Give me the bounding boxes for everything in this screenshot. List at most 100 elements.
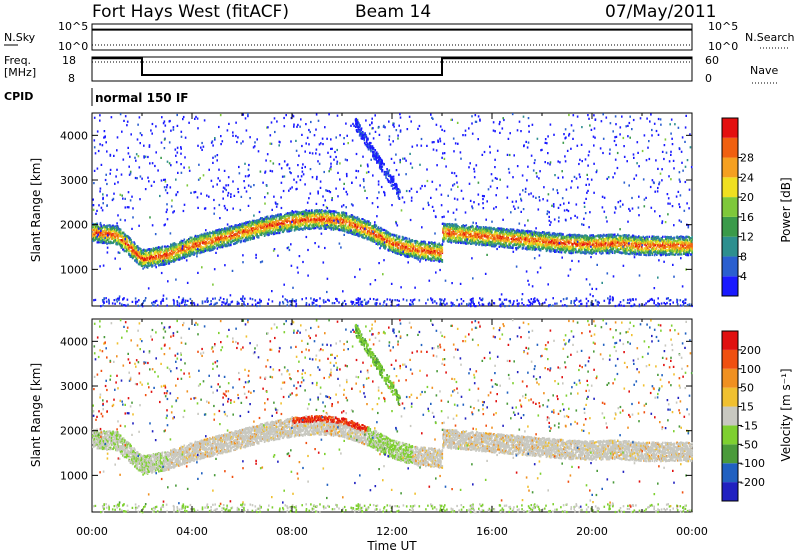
data-point: [397, 246, 399, 249]
data-point: [183, 247, 186, 250]
noise-tick-top-left: 10^5: [58, 20, 88, 33]
data-point: [353, 229, 355, 232]
data-point: [119, 243, 121, 246]
data-point: [216, 231, 219, 234]
data-point: [125, 236, 127, 239]
data-point: [252, 221, 255, 224]
data-point: [215, 240, 218, 243]
data-point: [224, 243, 226, 246]
data-point: [114, 225, 117, 228]
freq-label-2: [MHz]: [4, 66, 36, 79]
data-point: [112, 224, 114, 227]
data-point: [296, 210, 299, 214]
data-point: [201, 248, 204, 251]
data-point: [326, 214, 328, 217]
data-point: [109, 242, 111, 245]
data-point: [206, 231, 209, 235]
data-point: [131, 247, 134, 250]
data-point: [204, 235, 207, 239]
data-point: [248, 229, 251, 232]
data-point: [163, 254, 165, 257]
data-point: [441, 260, 444, 263]
freq-panel: Freq. [MHz] 18 8 60 0 Nave: [4, 54, 778, 85]
data-point: [137, 245, 139, 248]
data-point: [493, 237, 495, 240]
data-point: [286, 214, 288, 218]
data-point: [246, 225, 249, 228]
data-point: [199, 252, 201, 255]
data-point: [143, 266, 146, 269]
data-point: [119, 239, 121, 242]
data-point: [341, 221, 344, 224]
data-point: [173, 247, 176, 250]
data-point: [491, 227, 493, 230]
data-point: [188, 238, 191, 241]
data-point: [263, 222, 265, 225]
data-point: [218, 242, 220, 246]
data-point: [226, 233, 228, 236]
data-point: [386, 244, 388, 247]
data-point: [397, 252, 399, 255]
data-point: [100, 241, 102, 244]
data-point: [294, 225, 297, 228]
data-point: [225, 243, 228, 246]
data-point: [266, 220, 268, 223]
data-point: [187, 242, 189, 245]
data-point: [124, 246, 126, 249]
data-point: [203, 249, 205, 252]
data-point: [335, 211, 337, 214]
data-point: [361, 223, 363, 226]
data-point: [117, 232, 120, 235]
data-point: [240, 240, 243, 243]
data-point: [288, 217, 291, 220]
data-point: [238, 235, 240, 238]
data-point: [216, 230, 219, 233]
data-point: [243, 222, 246, 225]
data-point: [320, 227, 323, 230]
data-point: [187, 254, 189, 257]
data-point: [197, 246, 200, 249]
data-point: [105, 230, 108, 233]
data-point: [103, 231, 105, 234]
data-point: [95, 236, 97, 239]
data-point: [486, 243, 489, 246]
data-point: [234, 242, 237, 245]
data-point: [494, 234, 496, 237]
data-point: [172, 252, 174, 255]
data-point: [134, 242, 136, 245]
data-point: [200, 244, 202, 248]
data-point: [122, 240, 124, 243]
data-point: [249, 238, 252, 241]
data-point: [162, 252, 165, 256]
data-point: [449, 229, 451, 232]
data-point: [160, 254, 162, 258]
data-point: [263, 220, 266, 223]
data-point: [243, 235, 246, 238]
data-point: [242, 225, 245, 228]
data-point: [486, 239, 489, 242]
data-point: [113, 228, 116, 231]
data-point: [146, 249, 148, 253]
data-point: [257, 235, 260, 238]
data-point: [202, 233, 204, 236]
data-point: [450, 239, 453, 243]
data-point: [191, 247, 194, 250]
data-point: [193, 248, 195, 251]
data-point: [342, 211, 345, 214]
data-point: [235, 232, 237, 236]
data-point: [191, 240, 193, 243]
data-point: [265, 233, 267, 236]
data-point: [304, 214, 306, 217]
data-point: [395, 252, 397, 255]
data-point: [206, 237, 208, 240]
data-point: [131, 254, 133, 257]
data-point: [94, 223, 96, 226]
data-point: [447, 229, 450, 232]
data-point: [227, 227, 230, 230]
data-point: [313, 225, 315, 228]
data-point: [182, 253, 185, 256]
data-point: [224, 230, 227, 233]
data-point: [451, 236, 453, 239]
data-point: [103, 224, 105, 227]
data-point: [134, 255, 137, 258]
